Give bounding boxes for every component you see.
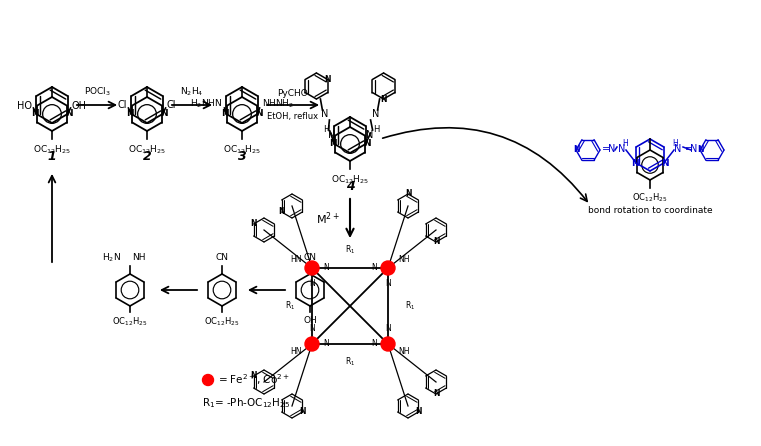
Text: NHNH$_2$: NHNH$_2$ (262, 98, 293, 110)
Text: OC$_{12}$H$_{25}$: OC$_{12}$H$_{25}$ (112, 316, 148, 329)
Text: N: N (126, 110, 134, 119)
Text: N: N (433, 389, 439, 398)
Text: N: N (221, 110, 229, 119)
Text: N: N (250, 219, 257, 228)
Text: OC$_{12}$H$_{25}$: OC$_{12}$H$_{25}$ (128, 143, 166, 156)
Text: 2: 2 (142, 150, 151, 163)
Text: OH: OH (303, 316, 317, 325)
Text: N: N (632, 158, 639, 168)
Text: HO: HO (18, 101, 33, 111)
Text: N: N (380, 95, 387, 103)
Circle shape (381, 261, 395, 275)
Text: N: N (661, 158, 669, 168)
Text: N: N (320, 109, 328, 119)
Text: N: N (160, 110, 167, 119)
Text: N: N (328, 130, 335, 140)
Text: OC$_{12}$H$_{25}$: OC$_{12}$H$_{25}$ (331, 173, 369, 186)
Text: POCl$_3$: POCl$_3$ (84, 86, 110, 98)
Text: H: H (323, 124, 330, 133)
Text: N: N (366, 130, 374, 140)
Text: N: N (433, 238, 439, 247)
Text: 4: 4 (345, 180, 355, 193)
Text: R$_1$: R$_1$ (285, 300, 295, 312)
Text: OC$_{12}$H$_{25}$: OC$_{12}$H$_{25}$ (204, 316, 240, 329)
Text: N: N (255, 110, 263, 119)
Text: HN: HN (290, 347, 302, 356)
Text: H$_2$NHN: H$_2$NHN (190, 98, 222, 110)
Text: N: N (371, 264, 377, 273)
Text: N: N (405, 190, 411, 198)
Text: N: N (372, 109, 379, 119)
Text: HN: HN (290, 256, 302, 264)
Text: PyCHO: PyCHO (278, 89, 308, 98)
Text: N: N (323, 339, 329, 348)
Text: EtOH, reflux: EtOH, reflux (267, 112, 319, 121)
Text: Cl: Cl (118, 100, 127, 110)
Circle shape (381, 337, 395, 351)
Text: N: N (690, 144, 698, 154)
Text: N: N (371, 339, 377, 348)
Text: CN: CN (304, 253, 317, 262)
Text: OC$_{12}$H$_{25}$: OC$_{12}$H$_{25}$ (632, 192, 667, 205)
Text: M$^{2+}$: M$^{2+}$ (317, 210, 340, 227)
Text: H$_2$N: H$_2$N (102, 252, 121, 264)
Text: H: H (374, 124, 380, 133)
Text: R$_1$: R$_1$ (345, 244, 355, 256)
Text: R$_1$: R$_1$ (345, 356, 355, 368)
Text: H: H (672, 139, 678, 148)
Text: OC$_{12}$H$_{25}$: OC$_{12}$H$_{25}$ (33, 143, 71, 156)
Text: N: N (324, 75, 331, 84)
Text: bond rotation to coordinate: bond rotation to coordinate (587, 206, 712, 215)
Text: =: = (602, 144, 610, 154)
Text: N$_2$H$_4$: N$_2$H$_4$ (180, 86, 204, 98)
Text: N: N (416, 408, 422, 417)
Text: R$_1$= -Ph-OC$_{12}$H$_{25}$: R$_1$= -Ph-OC$_{12}$H$_{25}$ (202, 396, 290, 410)
Text: N: N (618, 144, 626, 154)
Text: 1: 1 (48, 150, 56, 163)
FancyArrowPatch shape (383, 128, 587, 201)
Text: 3: 3 (237, 150, 247, 163)
Text: N: N (299, 408, 306, 417)
Text: N: N (363, 140, 371, 149)
Text: N: N (32, 110, 40, 119)
Text: N: N (309, 279, 315, 288)
Text: = Fe$^{2+}$, Co$^{2+}$: = Fe$^{2+}$, Co$^{2+}$ (218, 372, 290, 388)
Text: N: N (330, 140, 337, 149)
Text: N: N (385, 324, 391, 333)
Text: NH: NH (398, 347, 409, 356)
Text: N: N (674, 144, 682, 154)
Text: NH: NH (132, 253, 145, 263)
Text: CN: CN (215, 253, 228, 262)
Text: R$_1$: R$_1$ (405, 300, 416, 312)
Text: Cl: Cl (167, 100, 176, 110)
Text: OH: OH (72, 101, 87, 111)
Text: N: N (323, 264, 329, 273)
Text: N: N (608, 144, 616, 154)
Text: N: N (573, 145, 579, 154)
Circle shape (202, 375, 214, 385)
Text: N: N (697, 145, 703, 154)
Text: NH: NH (398, 256, 409, 264)
Circle shape (305, 261, 319, 275)
Circle shape (305, 337, 319, 351)
Text: OC$_{12}$H$_{25}$: OC$_{12}$H$_{25}$ (223, 143, 261, 156)
Text: N: N (309, 324, 315, 333)
Text: =: = (685, 144, 693, 154)
Text: N: N (385, 279, 391, 288)
Text: N: N (279, 207, 285, 216)
Text: N: N (250, 372, 257, 380)
Text: H: H (622, 139, 628, 148)
Text: N: N (65, 110, 72, 119)
